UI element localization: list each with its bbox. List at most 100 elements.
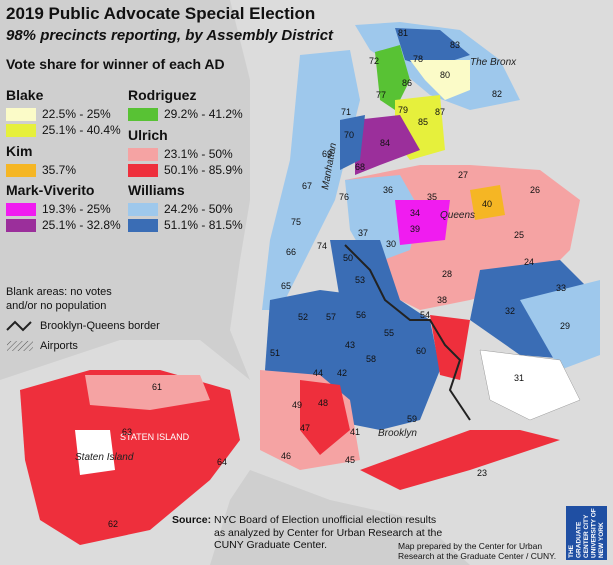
legend-candidate-kim: Kim	[6, 143, 33, 159]
staten-island	[20, 370, 240, 545]
district-50-53	[330, 240, 400, 300]
district-label-45: 45	[345, 455, 355, 465]
district-label-84: 84	[380, 138, 390, 148]
district-label-28: 28	[442, 269, 452, 279]
district-label-40: 40	[482, 199, 492, 209]
district-label-49: 49	[292, 400, 302, 410]
district-label-69: 69	[322, 149, 332, 159]
district-label-68: 68	[355, 162, 365, 172]
district-label-25: 25	[514, 230, 524, 240]
district-label-55: 55	[384, 328, 394, 338]
district-label-42: 42	[337, 368, 347, 378]
legend-range: 25.1% - 40.4%	[6, 123, 121, 137]
legend-range: 51.1% - 81.5%	[128, 218, 243, 232]
district-label-61: 61	[152, 382, 162, 392]
district-61	[85, 375, 210, 410]
district-label-71: 71	[341, 107, 351, 117]
district-label-65: 65	[281, 281, 291, 291]
district-84	[355, 115, 420, 175]
brooklyn-queens-border	[344, 244, 471, 421]
legend-candidate-mark-viverito: Mark-Viverito	[6, 182, 95, 198]
source-note: Source: NYC Board of Election unofficial…	[172, 514, 444, 552]
legend-range-label: 24.2% - 50%	[164, 202, 233, 216]
legend-swatch	[128, 218, 158, 232]
legend-swatch	[128, 202, 158, 216]
district-label-81: 81	[398, 28, 408, 38]
border-legend: Brooklyn-Queens border	[6, 320, 160, 332]
source-text: NYC Board of Election unofficial electio…	[214, 514, 443, 551]
legend-range-label: 22.5% - 25%	[42, 107, 111, 121]
legend-swatch	[6, 202, 36, 216]
legend-range-label: 23.1% - 50%	[164, 147, 233, 161]
district-labels: 81 83 72 78 80 71 77 86 82 79 87 85 70 84 69 68 67 76 36 35…	[108, 28, 570, 529]
legend-swatch	[6, 163, 36, 177]
legend-range-label: 29.2% - 41.2%	[164, 107, 243, 121]
district-label-62: 62	[108, 519, 118, 529]
district-33	[520, 280, 600, 370]
legend-range: 35.7%	[6, 163, 76, 177]
district-label-44: 44	[313, 368, 323, 378]
blank-areas-note: Blank areas: no votes and/or no populati…	[6, 286, 112, 312]
manhattan	[262, 50, 360, 310]
map-title: 2019 Public Advocate Special Election	[6, 4, 316, 23]
legend-candidate-williams: Williams	[128, 182, 185, 198]
district-70	[340, 115, 365, 170]
district-34	[395, 200, 450, 245]
graduate-center-logo: THE GRADUATE CENTER CITY UNIVERSITY OF N…	[566, 506, 607, 560]
district-label-70: 70	[344, 130, 354, 140]
district-label-59: 59	[407, 414, 417, 424]
district-label-74: 74	[317, 241, 327, 251]
district-label-52: 52	[298, 312, 308, 322]
border-line-icon	[6, 320, 32, 332]
airports-legend: Airports	[6, 340, 78, 352]
source-label: Source:	[172, 514, 212, 526]
district-label-54: 54	[420, 310, 430, 320]
district-40	[470, 185, 505, 220]
district-label-64: 64	[217, 457, 227, 467]
legend-heading: Vote share for winner of each AD	[6, 56, 225, 72]
district-label-72: 72	[369, 56, 379, 66]
district-label-43: 43	[345, 340, 355, 350]
district-label-78: 78	[413, 54, 423, 64]
district-label-51: 51	[270, 348, 280, 358]
district-label-80: 80	[440, 70, 450, 80]
legend-candidate-blake: Blake	[6, 87, 44, 103]
legend-range: 23.1% - 50%	[128, 147, 233, 161]
district-label-57: 57	[326, 312, 336, 322]
legend-range-label: 51.1% - 81.5%	[164, 218, 243, 232]
district-label-31: 31	[514, 373, 524, 383]
district-label-83: 83	[450, 40, 460, 50]
district-label-29: 29	[560, 321, 570, 331]
district-38-23	[430, 315, 470, 380]
district-label-76: 76	[339, 192, 349, 202]
legend-swatch	[128, 107, 158, 121]
legend-range: 29.2% - 41.2%	[128, 107, 243, 121]
district-label-37: 37	[358, 228, 368, 238]
legend-swatch	[6, 218, 36, 232]
district-label-67: 67	[302, 181, 312, 191]
district-label-27: 27	[458, 170, 468, 180]
legend-swatch	[128, 147, 158, 161]
district-label-26: 26	[530, 185, 540, 195]
district-label-36: 36	[383, 185, 393, 195]
jfk-airport	[479, 349, 581, 421]
district-label-58: 58	[366, 354, 376, 364]
district-label-24: 24	[524, 257, 534, 267]
district-label-79: 79	[398, 105, 408, 115]
legend-range-label: 25.1% - 32.8%	[42, 218, 121, 232]
staten-island-blank	[75, 430, 115, 475]
district-label-86: 86	[402, 78, 412, 88]
district-label-56: 56	[356, 310, 366, 320]
district-label-33: 33	[556, 283, 566, 293]
district-label-66: 66	[286, 247, 296, 257]
map-credit: Map prepared by the Center for Urban Res…	[398, 541, 557, 561]
hatch-icon	[7, 341, 33, 351]
label-queens: Queens	[440, 210, 475, 221]
label-staten-island: Staten Island	[75, 452, 134, 463]
legend-range: 19.3% - 25%	[6, 202, 111, 216]
label-brooklyn: Brooklyn	[378, 428, 417, 439]
district-label-38: 38	[437, 295, 447, 305]
map-subtitle: 98% precincts reporting, by Assembly Dis…	[6, 27, 334, 44]
district-label-46: 46	[281, 451, 291, 461]
